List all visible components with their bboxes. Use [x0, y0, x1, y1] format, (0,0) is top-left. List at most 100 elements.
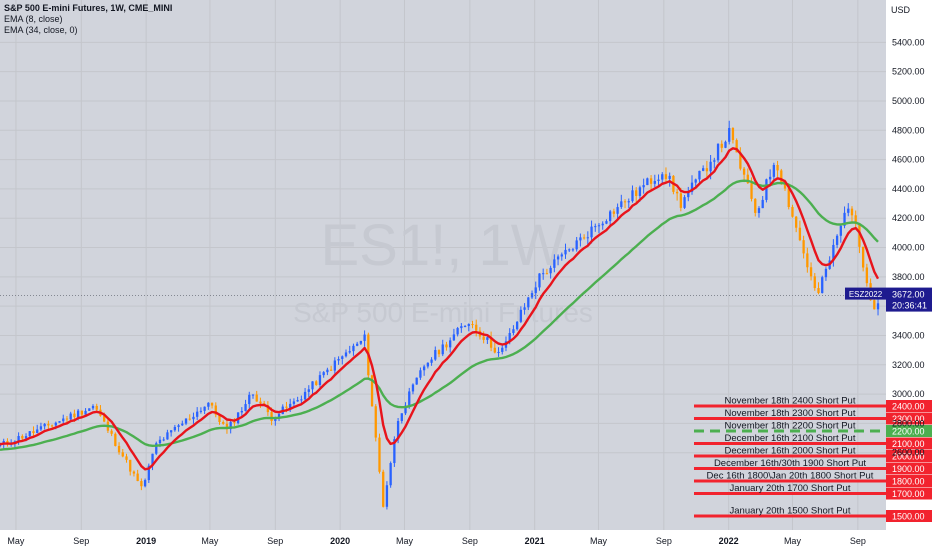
candle-body: [352, 345, 355, 352]
candle-body: [292, 401, 296, 404]
candle-body: [311, 381, 314, 390]
candle-body: [322, 372, 325, 376]
candle-body: [121, 452, 124, 457]
candle-body: [460, 326, 463, 329]
short-put-price-box: [886, 450, 932, 462]
candle-body: [746, 174, 749, 184]
price-tick-label: 5400.00: [892, 37, 925, 47]
candle-body: [501, 347, 504, 352]
candle-body: [757, 208, 761, 213]
short-put-price-label: 2000.00: [892, 452, 925, 462]
candle-body: [158, 439, 162, 444]
candle-body: [203, 406, 206, 411]
candle-body: [768, 176, 772, 180]
candle-body: [303, 391, 307, 400]
short-put-label[interactable]: November 18th 2400 Short Put: [725, 396, 856, 407]
candle-body: [39, 426, 43, 430]
candle-body: [568, 249, 571, 251]
time-tick-label: Sep: [267, 536, 283, 546]
candle-body: [642, 185, 645, 188]
candle-body: [817, 288, 820, 294]
time-tick-label: 2021: [525, 536, 545, 546]
candle-body: [333, 360, 336, 371]
last-price-value-box: [886, 287, 932, 312]
candle-body: [114, 433, 117, 446]
candle-body: [326, 369, 329, 373]
candle-body: [534, 287, 537, 294]
candle-body: [196, 411, 199, 417]
short-put-price-label: 2400.00: [892, 402, 925, 412]
price-tick-label: 4800.00: [892, 125, 925, 135]
candle-body: [136, 473, 139, 482]
short-put-label[interactable]: November 18th 2300 Short Put: [725, 408, 856, 419]
candle-body: [850, 208, 854, 216]
candle-body: [177, 425, 180, 427]
short-put-price-box: [886, 487, 932, 500]
candle-body: [415, 377, 418, 385]
candle-body: [731, 127, 735, 141]
candle-body: [318, 375, 322, 385]
price-axis[interactable]: USD 5400.00 5200.00 5000.00 4800.00 4600.00 4…: [891, 5, 925, 458]
indicator-ema-slow-label[interactable]: EMA (34, close, 0): [4, 25, 78, 35]
short-put-price-box: [886, 462, 932, 475]
time-axis[interactable]: May Sep 2019 May Sep 2020 May Sep 2021 May Sep 2022…: [7, 536, 865, 546]
candle-body: [129, 459, 132, 472]
candle-body: [296, 400, 299, 402]
candle-body: [832, 244, 835, 261]
candle-body: [601, 223, 604, 226]
candle-body: [631, 190, 634, 202]
short-put-label[interactable]: January 20th 1700 Short Put: [730, 483, 851, 494]
candle-body: [471, 324, 474, 326]
candle-body: [385, 485, 389, 507]
candle-body: [266, 405, 270, 413]
short-put-label[interactable]: November 18th 2200 Short Put: [725, 421, 856, 432]
candle-body: [527, 297, 530, 308]
candle-body: [393, 439, 396, 464]
candle-body: [787, 188, 790, 208]
candle-body: [65, 418, 69, 420]
chart-legend: S&P 500 E-mini Futures, 1W, CME_MINI EMA…: [4, 3, 172, 36]
candle-body: [493, 347, 496, 353]
candle-body: [117, 445, 121, 453]
candle-body: [515, 321, 519, 330]
candle-body: [542, 273, 545, 275]
candle-body: [594, 226, 597, 228]
candle-body: [218, 414, 221, 422]
short-put-label[interactable]: December 16th/30th 1900 Short Put: [714, 458, 866, 469]
candle-body: [162, 439, 165, 441]
candle-body: [356, 343, 359, 346]
candle-body: [88, 408, 91, 411]
candle-body: [512, 329, 515, 334]
candle-body: [132, 471, 136, 474]
candle-body: [776, 164, 779, 171]
candle-body: [84, 410, 87, 415]
candle-body: [754, 198, 757, 213]
candle-body: [582, 237, 586, 239]
candle-body: [865, 267, 869, 284]
indicator-ema-fast-label[interactable]: EMA (8, close): [4, 14, 63, 24]
candle-body: [497, 351, 500, 353]
short-put-label[interactable]: Dec 16th 1800\Jan 20th 1800 Short Put: [707, 471, 874, 482]
candle-body: [538, 273, 541, 288]
candle-body: [861, 246, 865, 268]
candle-body: [713, 160, 716, 162]
price-tick-label: 5000.00: [892, 96, 925, 106]
short-put-label[interactable]: January 20th 1500 Short Put: [730, 506, 851, 517]
short-put-annotations[interactable]: November 18th 2400 Short Put 2400.00 Novem…: [694, 396, 932, 523]
candle-body: [147, 465, 150, 481]
short-put-label[interactable]: December 16th 2100 Short Put: [725, 433, 856, 444]
price-tick-label: 4200.00: [892, 213, 925, 223]
time-tick-label: Sep: [850, 536, 866, 546]
candle-body: [523, 307, 526, 310]
candle-body: [337, 358, 340, 361]
time-axis-background[interactable]: [0, 530, 886, 550]
candle-body: [742, 168, 746, 175]
time-tick-label: 2022: [719, 536, 739, 546]
symbol-watermark: ES1!, 1W S&P 500 E-mini Futures: [293, 213, 593, 328]
short-put-label[interactable]: December 16th 2000 Short Put: [725, 446, 856, 457]
candle-body: [396, 420, 400, 440]
candle-body: [486, 337, 489, 340]
